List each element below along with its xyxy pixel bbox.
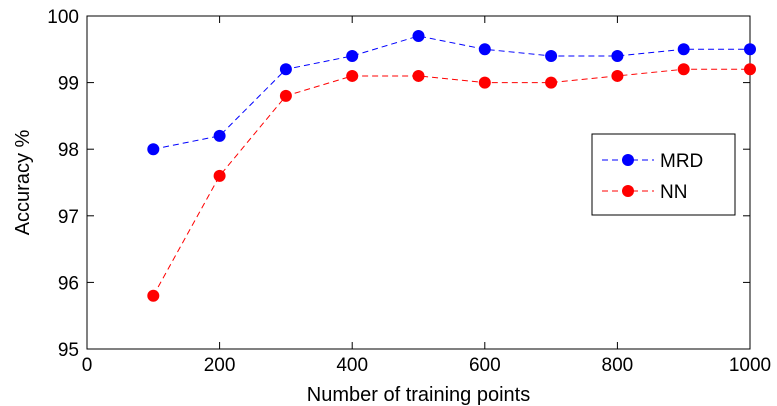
data-point: [412, 69, 425, 82]
data-point: [147, 289, 160, 302]
series-line-mrd: [153, 35, 750, 150]
data-point: [478, 43, 491, 56]
x-tick-label: 800: [602, 355, 634, 376]
legend-box: [591, 133, 736, 216]
data-point: [545, 49, 558, 62]
x-tick-label: 600: [469, 355, 501, 376]
legend-label: MRD: [660, 151, 703, 172]
series-nn: [147, 63, 756, 302]
x-tick-label: 1000: [729, 355, 771, 376]
data-point: [213, 129, 226, 142]
x-tick-label: 0: [82, 355, 93, 376]
legend-item-mrd: MRD: [602, 151, 703, 172]
data-point: [611, 69, 624, 82]
legend-label: NN: [660, 182, 687, 203]
data-point: [346, 49, 359, 62]
data-point: [545, 76, 558, 89]
series-layer: [147, 29, 756, 302]
data-point: [279, 63, 292, 76]
series-mrd: [147, 29, 756, 156]
data-point: [744, 43, 756, 56]
y-tick-label: 96: [58, 273, 79, 294]
data-point: [677, 43, 690, 56]
data-point: [346, 69, 359, 82]
y-tick-label: 95: [58, 340, 79, 361]
legend-item-nn: NN: [602, 182, 687, 203]
legend-marker: [622, 154, 634, 166]
data-point: [412, 29, 425, 42]
data-point: [744, 63, 756, 76]
data-point: [677, 63, 690, 76]
y-tick-label: 100: [47, 7, 79, 28]
legend-marker: [622, 185, 634, 197]
y-tick-label: 99: [58, 74, 79, 95]
axis-ticks: 0 200 400 600 800 1000 95 96 97 98 99 100: [47, 7, 771, 376]
data-point: [478, 76, 491, 89]
legend: MRD NN: [591, 133, 736, 216]
x-tick-label: 200: [204, 355, 236, 376]
y-axis-label: Accuracy %: [12, 129, 34, 235]
y-tick-label: 98: [58, 140, 79, 161]
x-tick-label: 400: [336, 355, 368, 376]
data-point: [213, 169, 226, 182]
data-point: [279, 89, 292, 102]
data-point: [147, 143, 160, 156]
x-axis-label: Number of training points: [307, 384, 530, 406]
y-tick-label: 97: [58, 207, 79, 228]
data-point: [611, 49, 624, 62]
